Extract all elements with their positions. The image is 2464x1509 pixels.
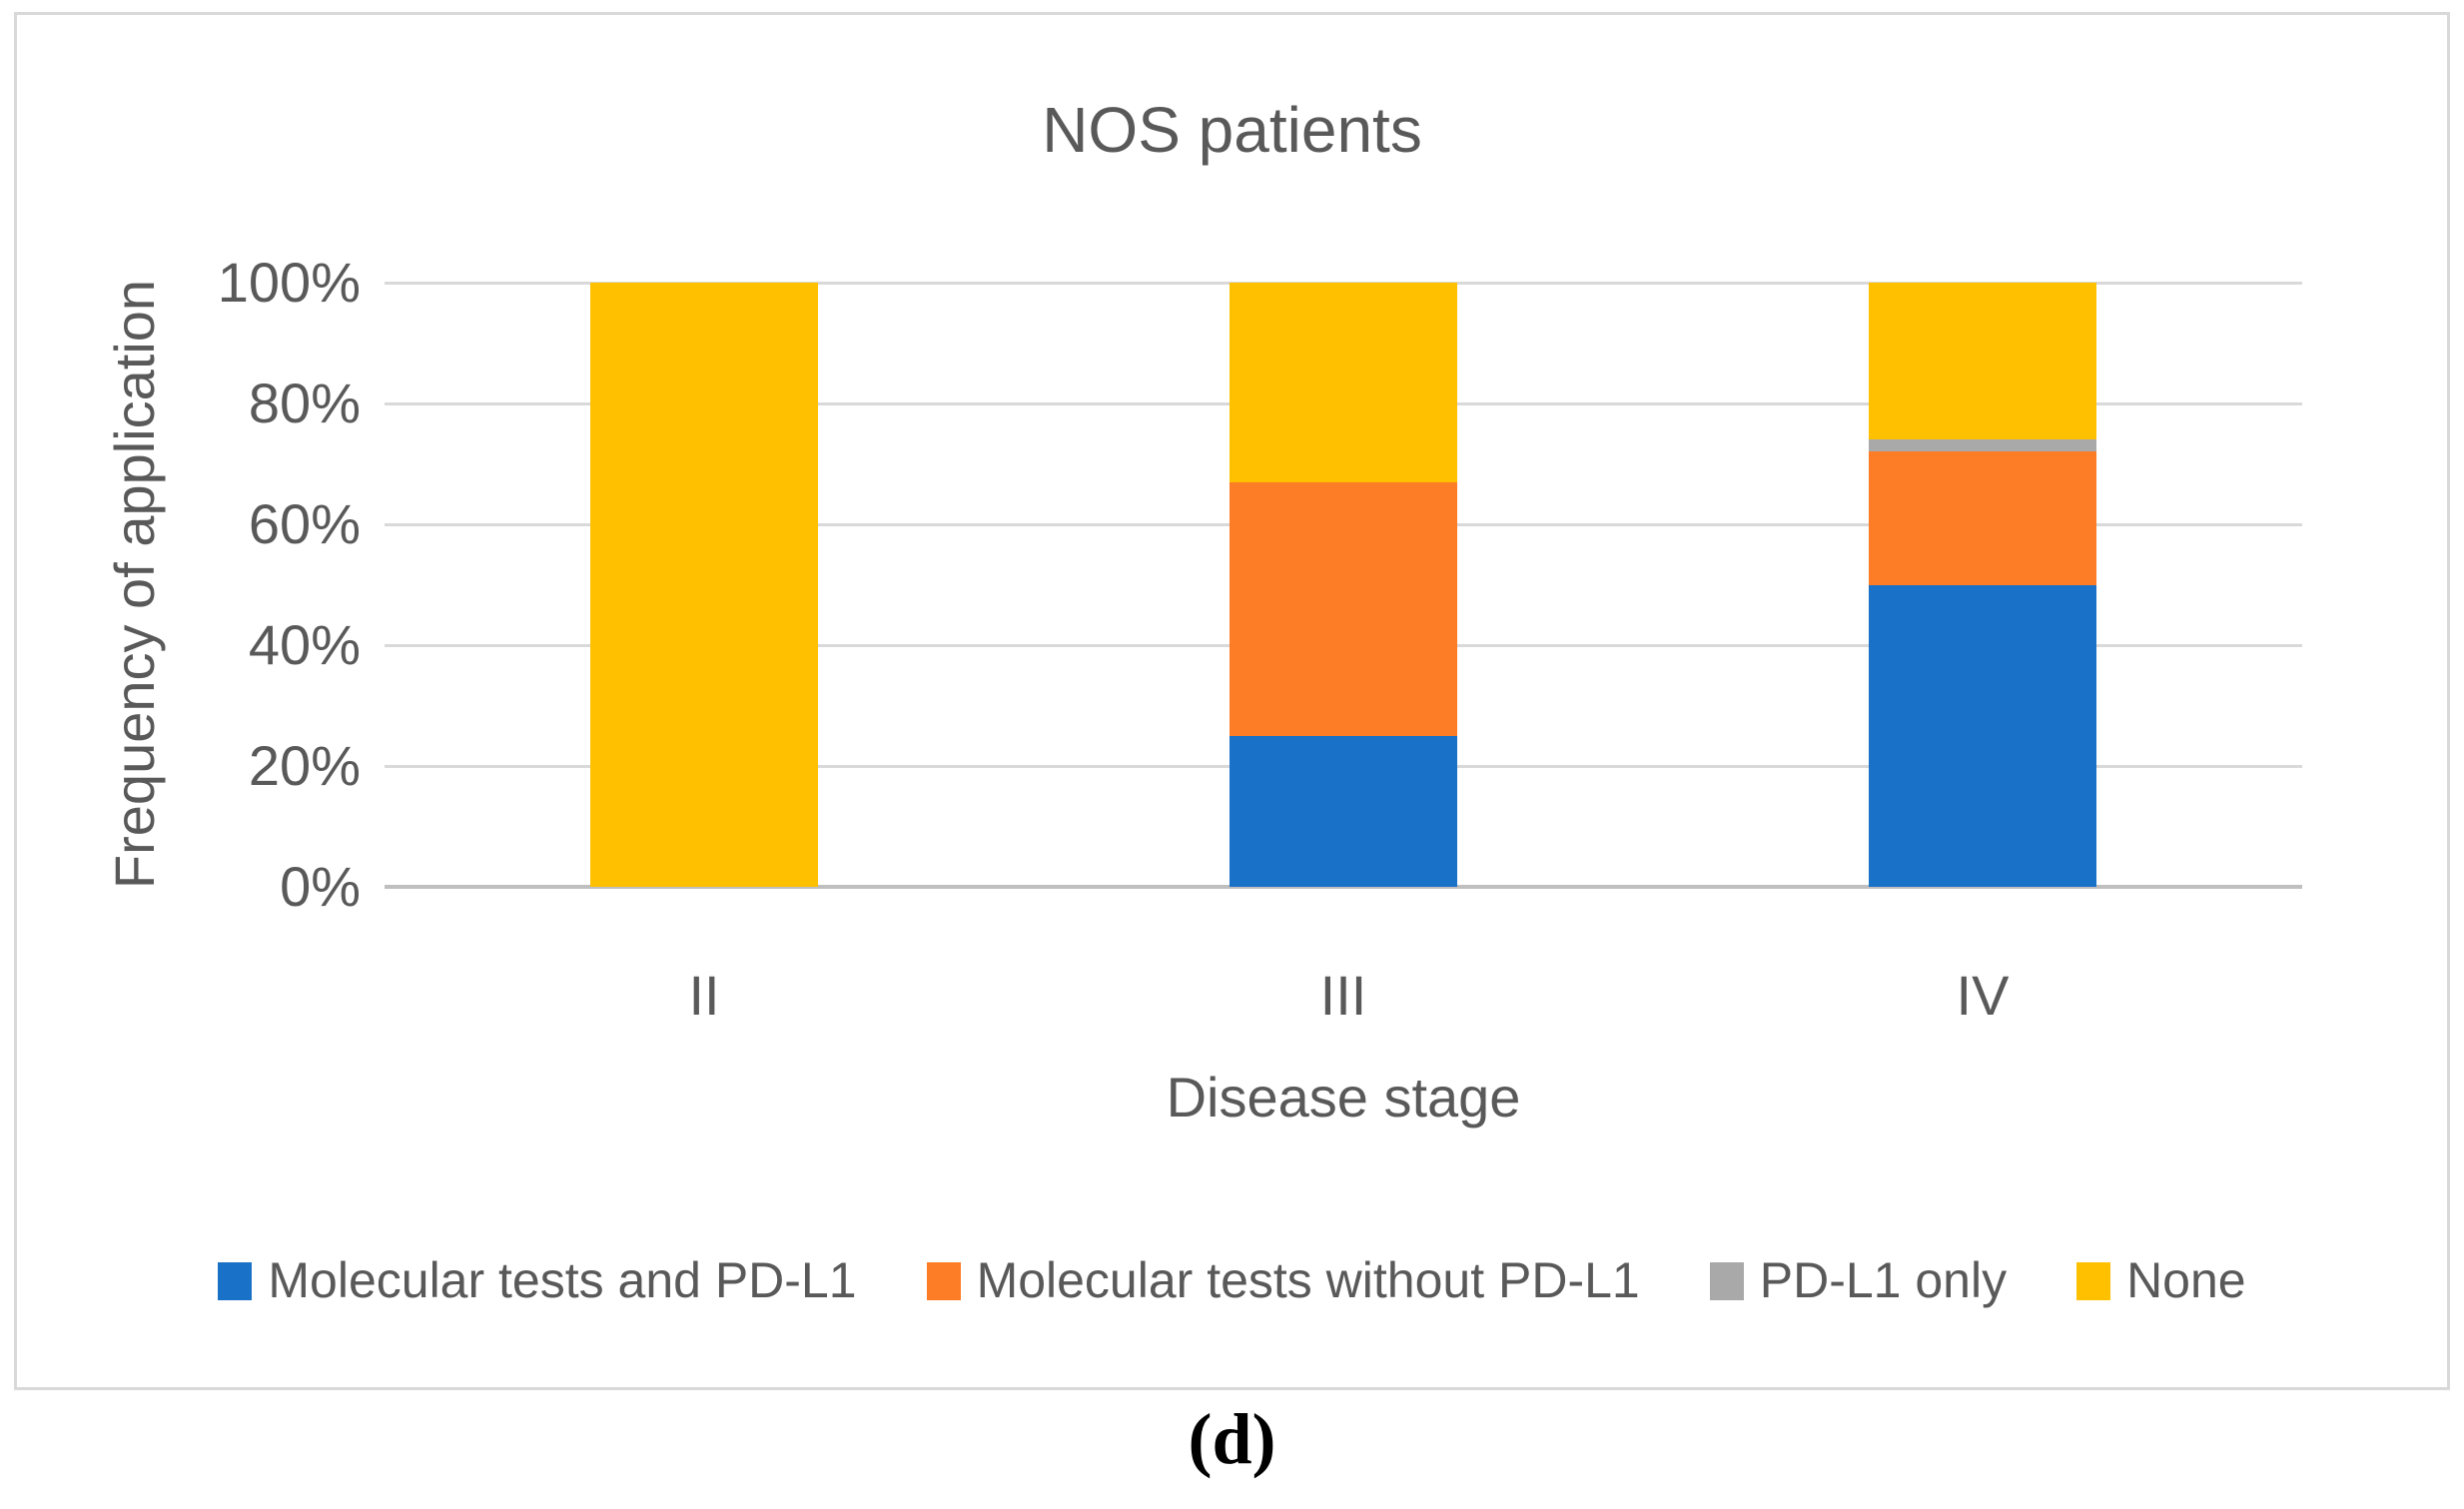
bar-segment <box>1869 439 2096 452</box>
bar-segment <box>1230 283 1457 482</box>
legend-label: PD-L1 only <box>1759 1252 2008 1308</box>
bar-slot-II <box>385 283 1024 887</box>
legend-label: Molecular tests without PD-L1 <box>976 1252 1640 1308</box>
bar-segment <box>1230 735 1457 887</box>
y-tick-label: 0% <box>280 855 361 918</box>
x-axis-title: Disease stage <box>1166 1066 1521 1129</box>
y-tick-label: 80% <box>248 372 361 434</box>
stacked-bar-III <box>1230 283 1457 887</box>
legend-item: None <box>2076 1253 2246 1308</box>
x-tick-label-IV: IV <box>1956 964 2010 1027</box>
x-tick-labels: II III IV <box>385 966 2302 1026</box>
bar-slot-III <box>1024 283 1663 887</box>
bar-segment <box>1869 283 2096 440</box>
legend-item: Molecular tests without PD-L1 <box>926 1252 1640 1308</box>
y-tick-label: 60% <box>248 492 361 555</box>
bars-layer <box>385 283 2302 887</box>
figure-caption: (d) <box>1188 1399 1276 1479</box>
bar-segment <box>1869 451 2096 585</box>
y-tick-label: 100% <box>217 251 361 314</box>
x-tick-label-III: III <box>1319 964 1367 1027</box>
y-tick-labels: 0% 20% 40% 60% 80% 100% <box>17 255 361 915</box>
plot-area <box>385 282 2302 889</box>
legend-label: None <box>2126 1252 2246 1308</box>
bar-segment <box>1869 584 2096 887</box>
bar-slot-IV <box>1663 283 2302 887</box>
legend-swatch <box>926 1261 961 1300</box>
figure-frame: NOS patients Frequency of application 0%… <box>14 12 2450 1390</box>
stacked-bar-IV <box>1869 283 2096 887</box>
legend-item: Molecular tests and PD-L1 <box>218 1252 857 1308</box>
legend: Molecular tests and PD-L1 Molecular tests… <box>17 1253 2447 1308</box>
legend-swatch <box>2076 1261 2111 1300</box>
bar-segment <box>590 283 818 887</box>
y-tick-label: 40% <box>248 613 361 676</box>
y-tick-label: 20% <box>248 734 361 797</box>
chart-title: NOS patients <box>1042 94 1422 166</box>
legend-swatch <box>1709 1261 1744 1300</box>
legend-label: Molecular tests and PD-L1 <box>268 1252 857 1308</box>
legend-item: PD-L1 only <box>1709 1252 2008 1308</box>
x-tick-label-II: II <box>688 964 720 1027</box>
bar-segment <box>1230 481 1457 736</box>
legend-swatch <box>218 1261 253 1300</box>
x-axis-line <box>385 885 2302 889</box>
stacked-bar-II <box>590 283 818 887</box>
